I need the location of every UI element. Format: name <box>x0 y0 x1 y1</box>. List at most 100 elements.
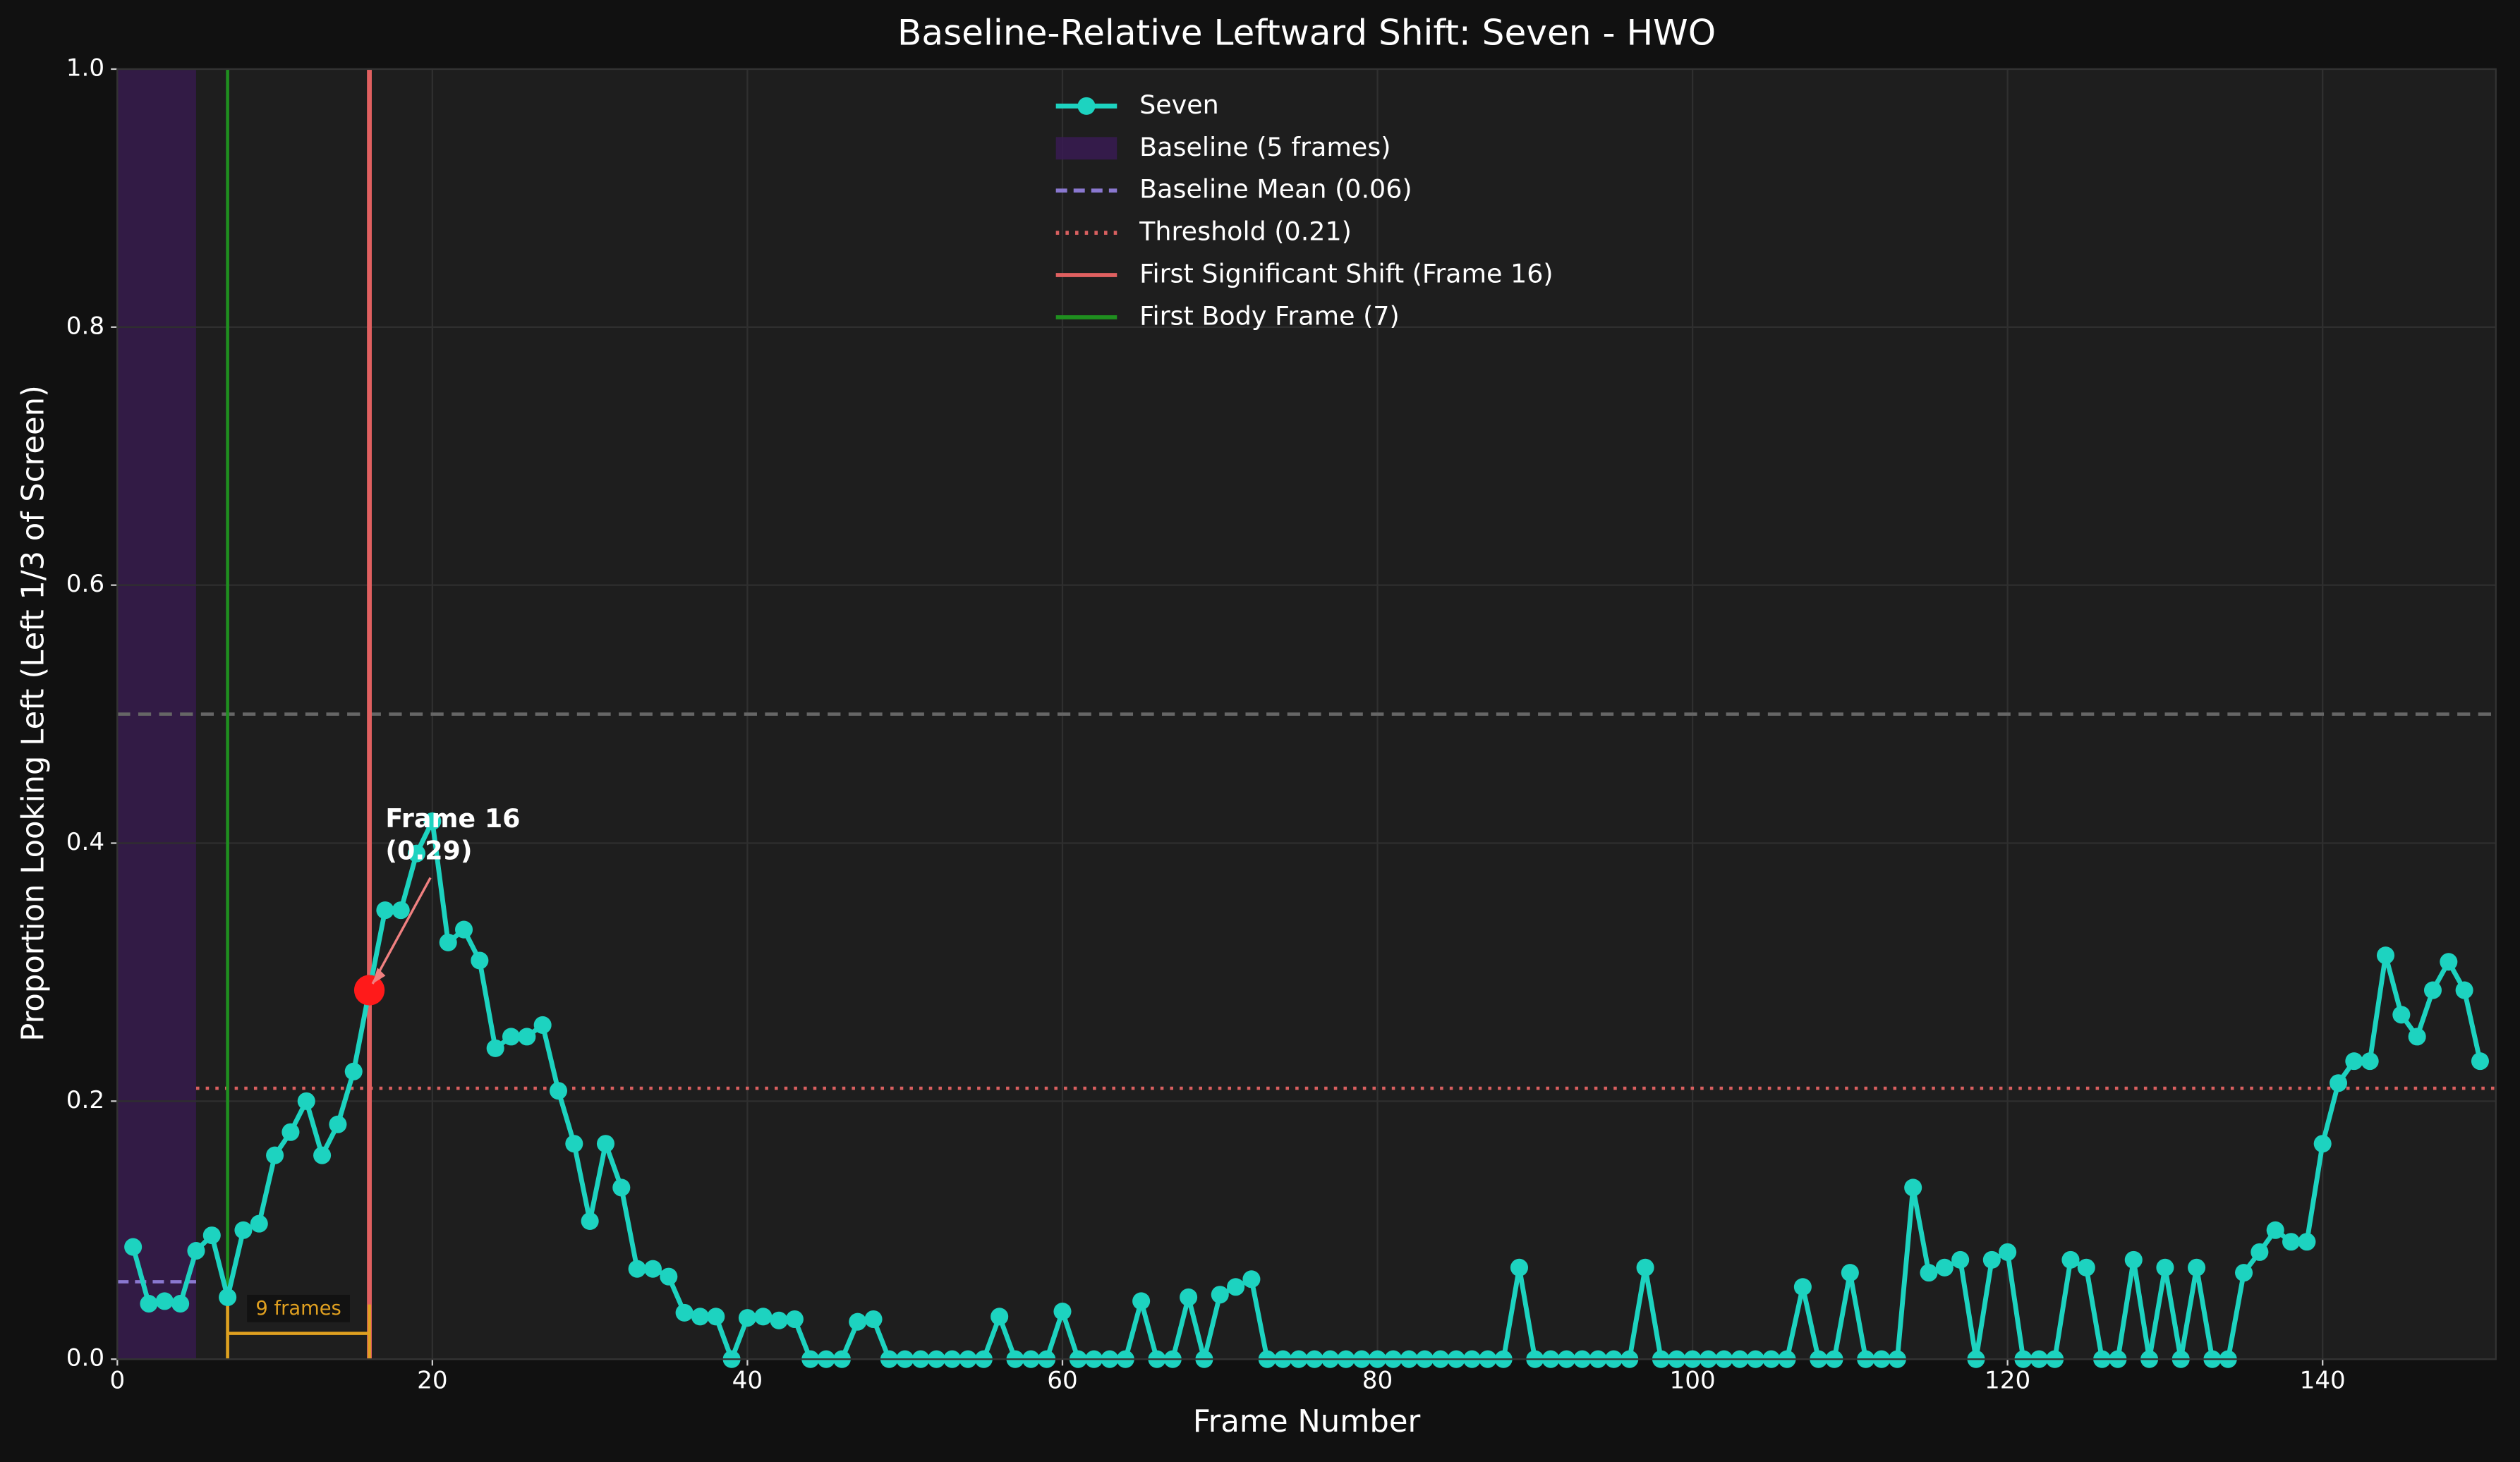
data-point <box>2423 981 2442 999</box>
data-point <box>313 1146 332 1164</box>
x-tick-label: 0 <box>109 1367 125 1395</box>
annotation-text: (0.29) <box>385 836 472 866</box>
data-point <box>2061 1250 2080 1269</box>
data-point <box>1132 1292 1151 1310</box>
plot-frame <box>116 68 2497 1360</box>
data-point <box>2313 1135 2332 1153</box>
data-point <box>408 844 426 863</box>
data-point <box>754 1308 773 1326</box>
y-tick-label: 0.0 <box>66 1344 104 1372</box>
data-point <box>281 1123 300 1141</box>
data-point <box>202 1226 221 1245</box>
legend-label: Baseline (5 frames) <box>1139 132 1391 162</box>
data-point <box>486 1039 504 1057</box>
data-point <box>1242 1270 1261 1289</box>
data-point <box>2156 1258 2174 1277</box>
shift-point <box>353 975 385 1006</box>
legend-swatch <box>1077 97 1096 115</box>
data-point <box>2282 1233 2301 1251</box>
data-point <box>785 1310 804 1329</box>
data-point <box>849 1312 867 1331</box>
data-point <box>1999 1243 2017 1261</box>
data-point <box>2361 1052 2379 1071</box>
data-point <box>581 1212 599 1231</box>
data-point <box>455 920 473 939</box>
legend-swatch <box>1055 137 1117 160</box>
data-point <box>2440 953 2458 971</box>
data-point <box>738 1309 756 1327</box>
data-point <box>518 1028 536 1046</box>
legend-label: Baseline Mean (0.06) <box>1139 174 1412 205</box>
data-point <box>155 1292 174 1310</box>
data-point <box>219 1288 237 1306</box>
x-tick-label: 80 <box>1362 1367 1393 1395</box>
legend-label: First Significant Shift (Frame 16) <box>1139 258 1553 288</box>
data-point <box>124 1238 143 1256</box>
data-point <box>2329 1074 2348 1092</box>
data-point <box>1841 1264 1859 1282</box>
data-point <box>2471 1052 2490 1071</box>
data-point <box>471 951 489 970</box>
data-point <box>612 1178 631 1197</box>
data-point <box>297 1092 315 1110</box>
x-tick-label: 140 <box>2300 1367 2346 1395</box>
data-point <box>266 1146 284 1164</box>
data-point <box>596 1135 615 1153</box>
annotation-arrowhead <box>372 968 386 984</box>
data-point <box>2124 1250 2143 1269</box>
data-point <box>1935 1258 1953 1277</box>
data-point <box>691 1308 709 1326</box>
x-tick-label: 60 <box>1047 1367 1077 1395</box>
data-point <box>628 1260 646 1278</box>
data-point <box>439 933 457 951</box>
y-tick-label: 0.6 <box>66 570 104 598</box>
data-point <box>2251 1243 2269 1261</box>
data-point <box>2376 946 2395 965</box>
y-tick-label: 0.4 <box>66 828 104 856</box>
data-point <box>344 1062 363 1080</box>
data-point <box>770 1311 788 1329</box>
legend-label: Threshold (0.21) <box>1139 217 1352 247</box>
data-point <box>549 1082 568 1100</box>
data-point <box>2188 1258 2206 1277</box>
data-point <box>1510 1258 1529 1277</box>
data-point <box>423 812 442 830</box>
data-point <box>234 1221 253 1239</box>
data-point <box>1211 1286 1229 1304</box>
data-point <box>991 1308 1009 1326</box>
data-point <box>2345 1052 2363 1071</box>
x-tick-label: 120 <box>1985 1367 2030 1395</box>
data-point <box>864 1310 883 1329</box>
data-point <box>2077 1258 2095 1277</box>
data-point <box>2408 1028 2426 1046</box>
data-point <box>1053 1302 1072 1321</box>
data-point <box>533 1016 552 1034</box>
y-tick-label: 0.8 <box>66 312 104 340</box>
x-tick-label: 40 <box>732 1367 763 1395</box>
data-point <box>643 1260 662 1278</box>
data-point <box>2298 1233 2316 1251</box>
data-point <box>502 1028 521 1046</box>
x-axis-label: Frame Number <box>1193 1404 1421 1439</box>
data-point <box>565 1135 583 1153</box>
data-point <box>250 1214 268 1233</box>
chart-title: Baseline-Relative Leftward Shift: Seven … <box>897 12 1716 54</box>
y-axis-label: Proportion Looking Left (Left 1/3 of Scr… <box>16 385 52 1042</box>
annotation-arrow <box>371 877 432 985</box>
data-point <box>1904 1178 1922 1197</box>
data-point <box>1636 1258 1654 1277</box>
data-point <box>1920 1264 1938 1282</box>
data-point <box>1180 1288 1198 1306</box>
data-point <box>2392 1006 2411 1024</box>
data-point <box>140 1295 158 1313</box>
data-point <box>1982 1250 2001 1269</box>
bracket-label: 9 frames <box>255 1298 341 1320</box>
y-tick-label: 0.2 <box>66 1086 104 1114</box>
x-tick-label: 100 <box>1669 1367 1715 1395</box>
x-tick-label: 20 <box>417 1367 447 1395</box>
data-point <box>660 1267 678 1286</box>
data-point <box>2235 1264 2253 1282</box>
data-point <box>1227 1278 1245 1296</box>
